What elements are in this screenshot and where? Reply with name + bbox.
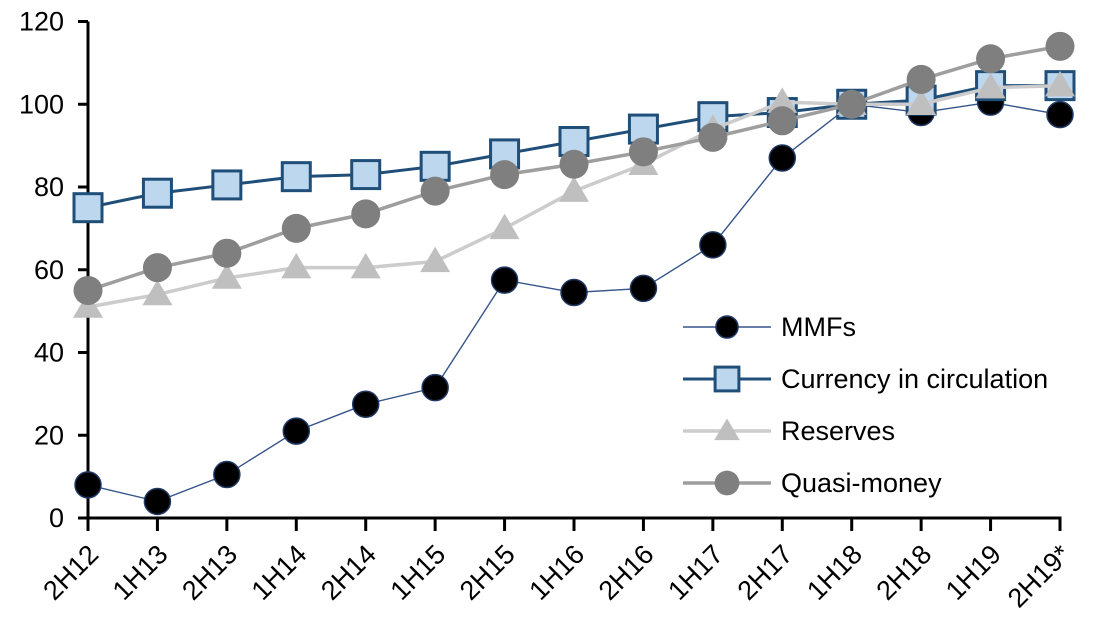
marker-quasi-money-14 [1045,31,1075,61]
marker-mmfs-9 [699,231,727,259]
marker-reserves-12 [906,89,937,115]
marker-reserves-10 [767,87,798,113]
marker-mmfs-0 [74,471,102,499]
x-axis-label-1h18: 1H18 [801,539,868,606]
x-axis-label-1h14: 1H14 [246,539,313,606]
legend-item-mmfs: MMFs [683,312,856,342]
marker-reserves-5 [420,246,451,273]
marker-reserves-6 [489,213,520,240]
marker-reserves-14 [1045,70,1075,97]
marker-reserves-1 [142,279,173,306]
marker-mmfs-2 [213,460,241,489]
x-axis-label-2h17: 2H17 [732,539,799,606]
marker-reserves-2 [211,263,242,289]
marker-quasi-money-10 [767,106,797,136]
legend-label-quasi-money: Quasi-money [781,468,942,498]
marker-currency-in-circulation-2 [211,169,243,201]
marker-reserves-7 [559,176,589,202]
marker-quasi-money-4 [351,199,381,229]
y-axis-label-60: 60 [34,255,64,285]
marker-currency-in-circulation-1 [141,177,173,209]
marker-mmfs-3 [282,417,311,445]
marker-quasi-money-9 [698,122,728,152]
marker-quasi-money-13 [976,44,1006,74]
marker-mmfs-1 [143,487,172,516]
y-axis-label-120: 120 [19,7,64,37]
x-axis-label-2h18: 2H18 [871,539,938,606]
legend: MMFs Currency in circulation Reserves Quasi… [683,312,1048,498]
marker-reserves-3 [281,252,312,279]
marker-currency-in-circulation-4 [350,159,382,191]
y-axis-label-40: 40 [34,338,64,368]
y-axis-label-20: 20 [34,420,64,450]
marker-mmfs-4 [351,390,380,418]
marker-quasi-money-0 [73,275,103,305]
legend-label-reserves: Reserves [781,416,895,446]
x-axis-label-1h13: 1H13 [107,539,174,606]
marker-quasi-money-3 [281,213,311,243]
marker-quasi-money-8 [628,137,658,167]
x-axis-label-2h12: 2H12 [37,539,104,606]
x-axis-label-1h17: 1H17 [662,539,729,606]
x-axis-label-2h19: 2H19* [1002,539,1077,614]
marker-quasi-money-legend [714,470,740,496]
marker-reserves-legend [714,418,740,441]
marker-currency-in-circulation-3 [280,161,312,193]
marker-currency-in-circulation-legend [713,365,741,393]
marker-quasi-money-7 [559,149,589,179]
marker-quasi-money-12 [906,64,936,94]
legend-item-quasi-money: Quasi-money [683,468,942,498]
marker-currency-in-circulation-0 [72,192,104,224]
x-axis-label-1h16: 1H16 [523,539,590,606]
marker-quasi-money-11 [837,89,867,119]
legend-label-mmfs: MMFs [781,312,856,342]
marker-mmfs-8 [629,274,658,303]
x-axis-label-1h19: 1H19 [940,539,1007,606]
marker-mmfs-10 [768,144,797,172]
x-axis-label-2h16: 2H16 [593,539,660,606]
marker-mmfs-6 [490,266,519,294]
marker-reserves-4 [350,252,381,279]
marker-mmfs-7 [560,278,588,307]
marker-reserves-13 [975,72,1006,99]
x-axis-label-2h14: 2H14 [315,539,382,606]
marker-mmfs-14 [1046,100,1074,129]
legend-item-currency-in-circulation: Currency in circulation [683,364,1048,394]
legend-item-reserves: Reserves [683,416,895,446]
marker-quasi-money-6 [490,160,520,190]
series-quasi-money [73,31,1075,305]
y-axis-label-80: 80 [34,172,64,202]
y-axis-label-100: 100 [19,89,64,119]
marker-mmfs-legend [715,315,739,339]
marker-mmfs-5 [421,373,449,402]
marker-currency-in-circulation-5 [419,150,451,182]
y-axis-label-0: 0 [49,503,64,533]
marker-quasi-money-2 [212,238,242,268]
legend-label-currency-in-circulation: Currency in circulation [781,364,1048,394]
marker-quasi-money-1 [142,253,172,283]
marker-reserves-0 [73,292,103,318]
x-axis-label-1h15: 1H15 [385,539,452,606]
x-axis-label-2h15: 2H15 [454,539,521,606]
marker-currency-in-circulation-6 [489,138,521,170]
x-axis-label-2h13: 2H13 [176,539,243,606]
marker-quasi-money-5 [420,176,450,206]
